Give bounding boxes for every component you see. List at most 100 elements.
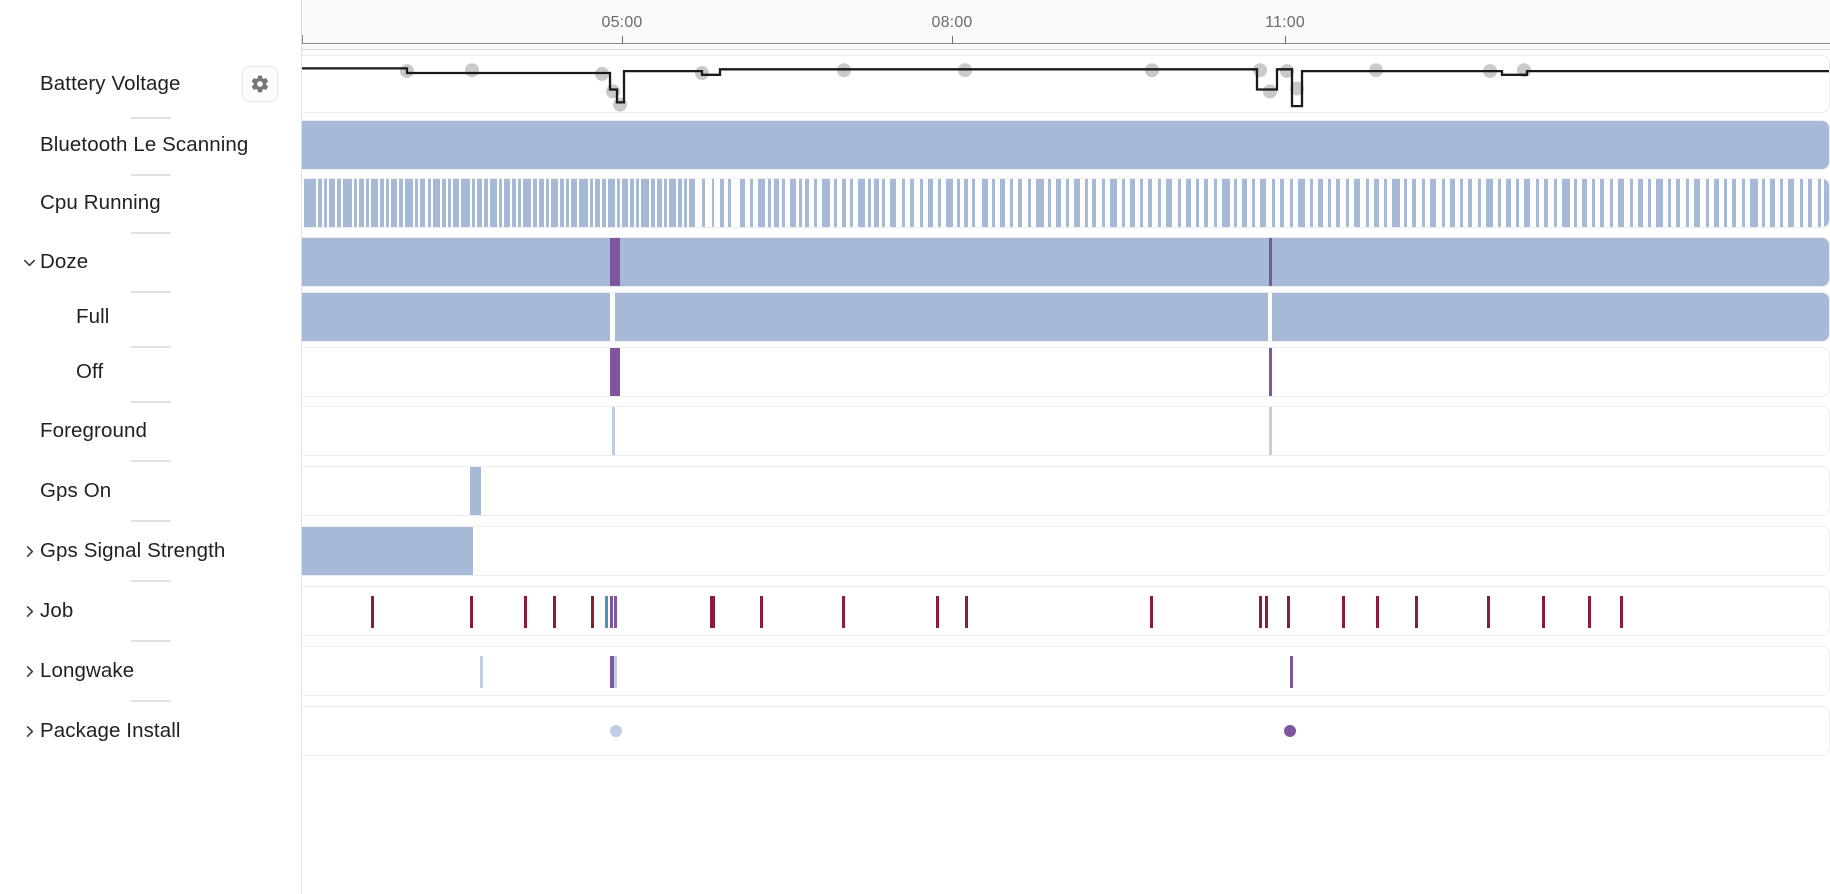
interval-segment[interactable]	[664, 179, 667, 227]
interval-segment[interactable]	[1354, 179, 1360, 227]
interval-segment[interactable]	[1048, 179, 1051, 227]
interval-segment[interactable]	[1638, 179, 1643, 227]
track-job[interactable]	[302, 586, 1830, 636]
interval-segment[interactable]	[337, 179, 341, 227]
interval-segment[interactable]	[1592, 179, 1595, 227]
interval-segment[interactable]	[1140, 179, 1143, 227]
interval-segment[interactable]	[689, 179, 695, 227]
interval-segment[interactable]	[1269, 407, 1272, 455]
interval-segment[interactable]	[636, 179, 639, 227]
interval-segment[interactable]	[1450, 179, 1455, 227]
chevron-right-icon[interactable]	[18, 544, 40, 559]
interval-segment[interactable]	[590, 179, 593, 227]
track-label-package-install[interactable]: Package Install	[0, 706, 302, 756]
interval-segment[interactable]	[1056, 179, 1061, 227]
interval-segment[interactable]	[453, 179, 459, 227]
interval-segment[interactable]	[1290, 179, 1293, 227]
interval-segment[interactable]	[1714, 179, 1719, 227]
interval-segment[interactable]	[1610, 179, 1613, 227]
interval-segment[interactable]	[610, 348, 620, 396]
track-label-job[interactable]: Job	[0, 586, 302, 636]
interval-segment[interactable]	[814, 179, 817, 227]
interval-segment[interactable]	[1336, 179, 1340, 227]
event-tick[interactable]	[371, 596, 374, 628]
interval-segment[interactable]	[1222, 179, 1230, 227]
interval-segment[interactable]	[518, 179, 521, 227]
interval-segment[interactable]	[1204, 179, 1208, 227]
interval-segment[interactable]	[657, 179, 662, 227]
event-tick[interactable]	[524, 596, 527, 628]
track-label-foreground[interactable]: Foreground	[0, 406, 302, 456]
interval-segment[interactable]	[1460, 179, 1463, 227]
track-label-doze-full[interactable]: Full	[0, 292, 302, 342]
interval-segment[interactable]	[805, 179, 809, 227]
interval-segment[interactable]	[1554, 179, 1557, 227]
interval-segment[interactable]	[740, 179, 745, 227]
interval-segment[interactable]	[1544, 179, 1548, 227]
interval-segment[interactable]	[1018, 179, 1022, 227]
track-label-bluetooth-le-scanning[interactable]: Bluetooth Le Scanning	[0, 120, 302, 170]
interval-segment[interactable]	[1214, 179, 1217, 227]
interval-segment[interactable]	[902, 179, 905, 227]
interval-segment[interactable]	[1780, 179, 1783, 227]
interval-segment[interactable]	[523, 179, 531, 227]
interval-segment[interactable]	[1524, 179, 1530, 227]
interval-segment[interactable]	[874, 179, 879, 227]
track-label-gps-on[interactable]: Gps On	[0, 466, 302, 516]
track-label-doze-off[interactable]: Off	[0, 347, 302, 397]
interval-segment[interactable]	[1272, 293, 1829, 341]
event-tick[interactable]	[1342, 596, 1345, 628]
interval-segment[interactable]	[1328, 179, 1331, 227]
event-tick[interactable]	[710, 596, 715, 628]
interval-segment[interactable]	[448, 179, 451, 227]
interval-segment[interactable]	[608, 179, 615, 227]
interval-segment[interactable]	[1110, 179, 1117, 227]
interval-segment[interactable]	[1694, 179, 1700, 227]
interval-segment[interactable]	[1366, 179, 1369, 227]
event-tick[interactable]	[610, 596, 613, 628]
interval-segment[interactable]	[1260, 179, 1266, 227]
interval-segment[interactable]	[539, 179, 544, 227]
track-gps-on[interactable]	[302, 466, 1830, 516]
chevron-down-icon[interactable]	[18, 255, 40, 270]
interval-segment[interactable]	[1516, 179, 1519, 227]
track-longwake[interactable]	[302, 646, 1830, 696]
track-package-install[interactable]	[302, 706, 1830, 756]
interval-segment[interactable]	[1574, 179, 1577, 227]
interval-segment[interactable]	[442, 179, 446, 227]
track-doze[interactable]	[302, 237, 1830, 287]
event-tick[interactable]	[936, 596, 939, 628]
interval-segment[interactable]	[1166, 179, 1172, 227]
interval-segment[interactable]	[920, 179, 923, 227]
interval-segment[interactable]	[1630, 179, 1633, 227]
interval-segment[interactable]	[1648, 179, 1651, 227]
chevron-right-icon[interactable]	[18, 604, 40, 619]
interval-segment[interactable]	[1186, 179, 1191, 227]
event-tick[interactable]	[610, 656, 615, 688]
interval-segment[interactable]	[318, 179, 322, 227]
event-tick[interactable]	[1620, 596, 1623, 628]
interval-segment[interactable]	[399, 179, 403, 227]
interval-segment[interactable]	[343, 179, 352, 227]
interval-segment[interactable]	[1092, 179, 1096, 227]
interval-segment[interactable]	[566, 179, 569, 227]
event-tick[interactable]	[614, 596, 617, 628]
interval-segment[interactable]	[472, 179, 475, 227]
event-tick[interactable]	[1415, 596, 1418, 628]
interval-segment[interactable]	[1036, 179, 1044, 227]
interval-segment[interactable]	[420, 179, 425, 227]
interval-segment[interactable]	[405, 179, 413, 227]
interval-segment[interactable]	[669, 179, 676, 227]
interval-segment[interactable]	[1808, 179, 1812, 227]
track-bluetooth-le-scanning[interactable]	[302, 120, 1830, 170]
gear-icon[interactable]	[242, 66, 278, 102]
interval-segment[interactable]	[1148, 179, 1152, 227]
interval-segment[interactable]	[612, 407, 615, 455]
interval-segment[interactable]	[799, 179, 802, 227]
interval-segment[interactable]	[1130, 179, 1135, 227]
interval-segment[interactable]	[1085, 179, 1088, 227]
track-cpu-running[interactable]	[302, 178, 1830, 228]
interval-segment[interactable]	[302, 121, 1829, 169]
track-label-cpu-running[interactable]: Cpu Running	[0, 178, 302, 228]
event-tick[interactable]	[1287, 596, 1290, 628]
